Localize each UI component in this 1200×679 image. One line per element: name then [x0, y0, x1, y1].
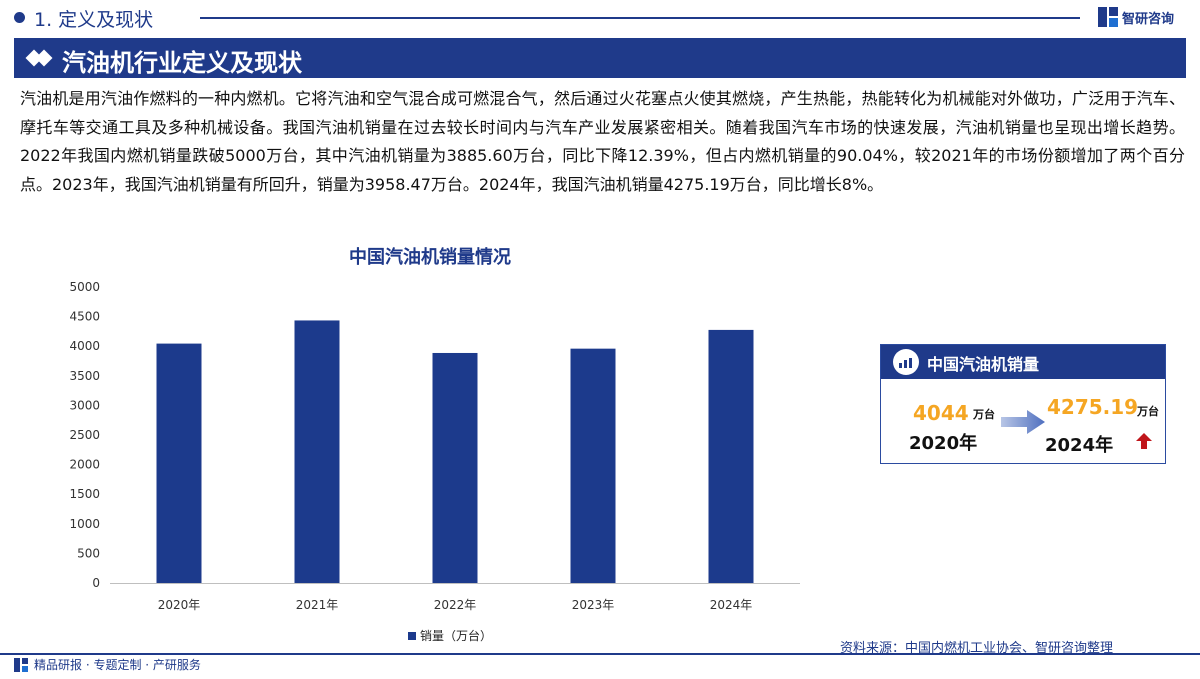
y-tick-label: 0 — [92, 576, 100, 590]
summary-card: 中国汽油机销量 4044 万台 2020年 4275.19 万台 2024年 — [880, 344, 1166, 464]
bar — [708, 329, 754, 583]
x-tick-label: 2024年 — [710, 598, 753, 612]
brand-logo: 智研咨询 — [1098, 6, 1174, 28]
bar — [156, 343, 202, 583]
x-tick-label: 2022年 — [434, 598, 477, 612]
card-title: 中国汽油机销量 — [927, 355, 1040, 374]
legend-label: 销量（万台） — [420, 629, 493, 643]
y-tick-label: 500 — [77, 546, 100, 560]
x-tick-label: 2020年 — [158, 598, 201, 612]
brand-logo-icon — [1098, 7, 1118, 27]
top-bar: 1. 定义及现状 智研咨询 — [0, 0, 1200, 36]
footer-slogan: 精品研报 · 专题定制 · 产研服务 — [34, 658, 201, 672]
bar-chart: 0 500 1000 1500 2000 2500 3000 3500 4000 4500 5000… — [69, 280, 800, 612]
intro-paragraph: 汽油机是用汽油作燃料的一种内燃机。它将汽油和空气混合成可燃混合气，然后通过火花塞… — [20, 89, 1185, 194]
brand-name: 智研咨询 — [1122, 11, 1175, 27]
x-tick-label: 2023年 — [572, 598, 615, 612]
bar — [432, 352, 478, 583]
from-value: 4044 — [913, 401, 969, 425]
y-tick-label: 2000 — [69, 458, 100, 472]
to-year: 2024年 — [1045, 435, 1114, 456]
page-title: 汽油机行业定义及现状 — [62, 49, 302, 77]
data-source: 资料来源：中国内燃机工业协会、智研咨询整理 — [840, 641, 1114, 656]
y-tick-label: 1500 — [69, 487, 100, 501]
to-value: 4275.19 — [1047, 395, 1139, 419]
bar — [570, 348, 616, 583]
legend-swatch — [408, 631, 416, 640]
from-unit: 万台 — [973, 408, 995, 421]
footer-logo-icon — [14, 658, 28, 672]
y-tick-label: 2500 — [69, 428, 100, 442]
y-tick-label: 3500 — [69, 369, 100, 383]
section-title: 1. 定义及现状 — [34, 9, 154, 31]
y-tick-label: 4000 — [69, 339, 100, 353]
bar-chart-icon — [893, 349, 919, 375]
card-header: 中国汽油机销量 — [881, 345, 1165, 379]
up-arrow-icon — [1136, 433, 1152, 449]
chart-title: 中国汽油机销量情况 — [349, 247, 511, 268]
diamond-icon — [25, 48, 53, 68]
title-banner: 汽油机行业定义及现状 — [14, 38, 1186, 78]
y-tick-label: 5000 — [69, 280, 100, 294]
chart-legend: 销量（万台） — [408, 627, 492, 644]
to-unit: 万台 — [1137, 405, 1159, 418]
section-bullet-icon — [14, 12, 25, 23]
y-tick-label: 1000 — [69, 517, 100, 531]
header-divider — [200, 17, 1080, 19]
bar — [294, 320, 340, 583]
x-tick-label: 2021年 — [296, 598, 339, 612]
footer-divider — [0, 653, 1200, 655]
y-tick-label: 4500 — [69, 310, 100, 324]
y-tick-label: 3000 — [69, 398, 100, 412]
right-arrow-icon — [1001, 410, 1045, 434]
from-year: 2020年 — [909, 433, 978, 454]
